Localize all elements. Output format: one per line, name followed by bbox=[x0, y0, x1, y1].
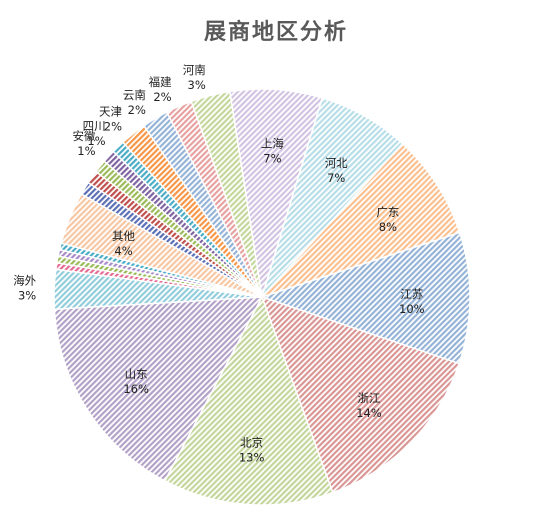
slice-percent-浙江: 14% bbox=[356, 406, 382, 420]
slice-percent-上海: 7% bbox=[263, 152, 281, 166]
slice-percent-福建: 2% bbox=[153, 90, 171, 104]
slice-percent-天津: 2% bbox=[104, 120, 122, 134]
slice-percent-广东: 8% bbox=[379, 220, 397, 234]
pie-slice-北京 bbox=[163, 295, 334, 506]
slice-label-四川: 四川 bbox=[83, 119, 106, 133]
slice-percent-云南: 2% bbox=[128, 103, 146, 117]
slice-percent-河北: 7% bbox=[327, 171, 345, 185]
slice-label-其他: 其他 bbox=[112, 229, 135, 243]
slice-percent-安徽: 1% bbox=[77, 144, 95, 158]
slice-percent-江苏: 10% bbox=[399, 302, 425, 316]
slice-label-天津: 天津 bbox=[99, 105, 122, 119]
slice-percent-北京: 13% bbox=[239, 450, 265, 464]
slice-label-北京: 北京 bbox=[240, 435, 263, 449]
pie-slice-广东 bbox=[259, 142, 461, 299]
slice-label-江苏: 江苏 bbox=[400, 287, 423, 301]
slice-label-上海: 上海 bbox=[261, 137, 284, 151]
pie-slice-浙江 bbox=[260, 295, 461, 494]
pie-slice-江苏 bbox=[259, 231, 471, 365]
slice-label-福建: 福建 bbox=[149, 75, 172, 89]
pie-slice-unlabeled bbox=[58, 242, 263, 298]
slice-percent-山东: 16% bbox=[123, 382, 149, 396]
slice-label-海外: 海外 bbox=[13, 274, 36, 288]
slice-label-广东: 广东 bbox=[376, 205, 399, 219]
slice-percent-四川: 1% bbox=[87, 134, 105, 148]
slice-percent-河南: 3% bbox=[188, 78, 206, 92]
slice-label-河北: 河北 bbox=[325, 156, 348, 170]
pie-slice-山东 bbox=[53, 296, 264, 482]
slice-label-山东: 山东 bbox=[125, 367, 148, 381]
slice-label-云南: 云南 bbox=[123, 88, 146, 102]
slice-percent-其他: 4% bbox=[114, 244, 132, 258]
slice-label-浙江: 浙江 bbox=[358, 391, 381, 405]
slice-label-河南: 河南 bbox=[183, 63, 206, 77]
slice-percent-海外: 3% bbox=[18, 289, 36, 303]
chart-title: 展商地区分析 bbox=[203, 19, 348, 45]
slice-label-安徽: 安徽 bbox=[73, 129, 96, 143]
